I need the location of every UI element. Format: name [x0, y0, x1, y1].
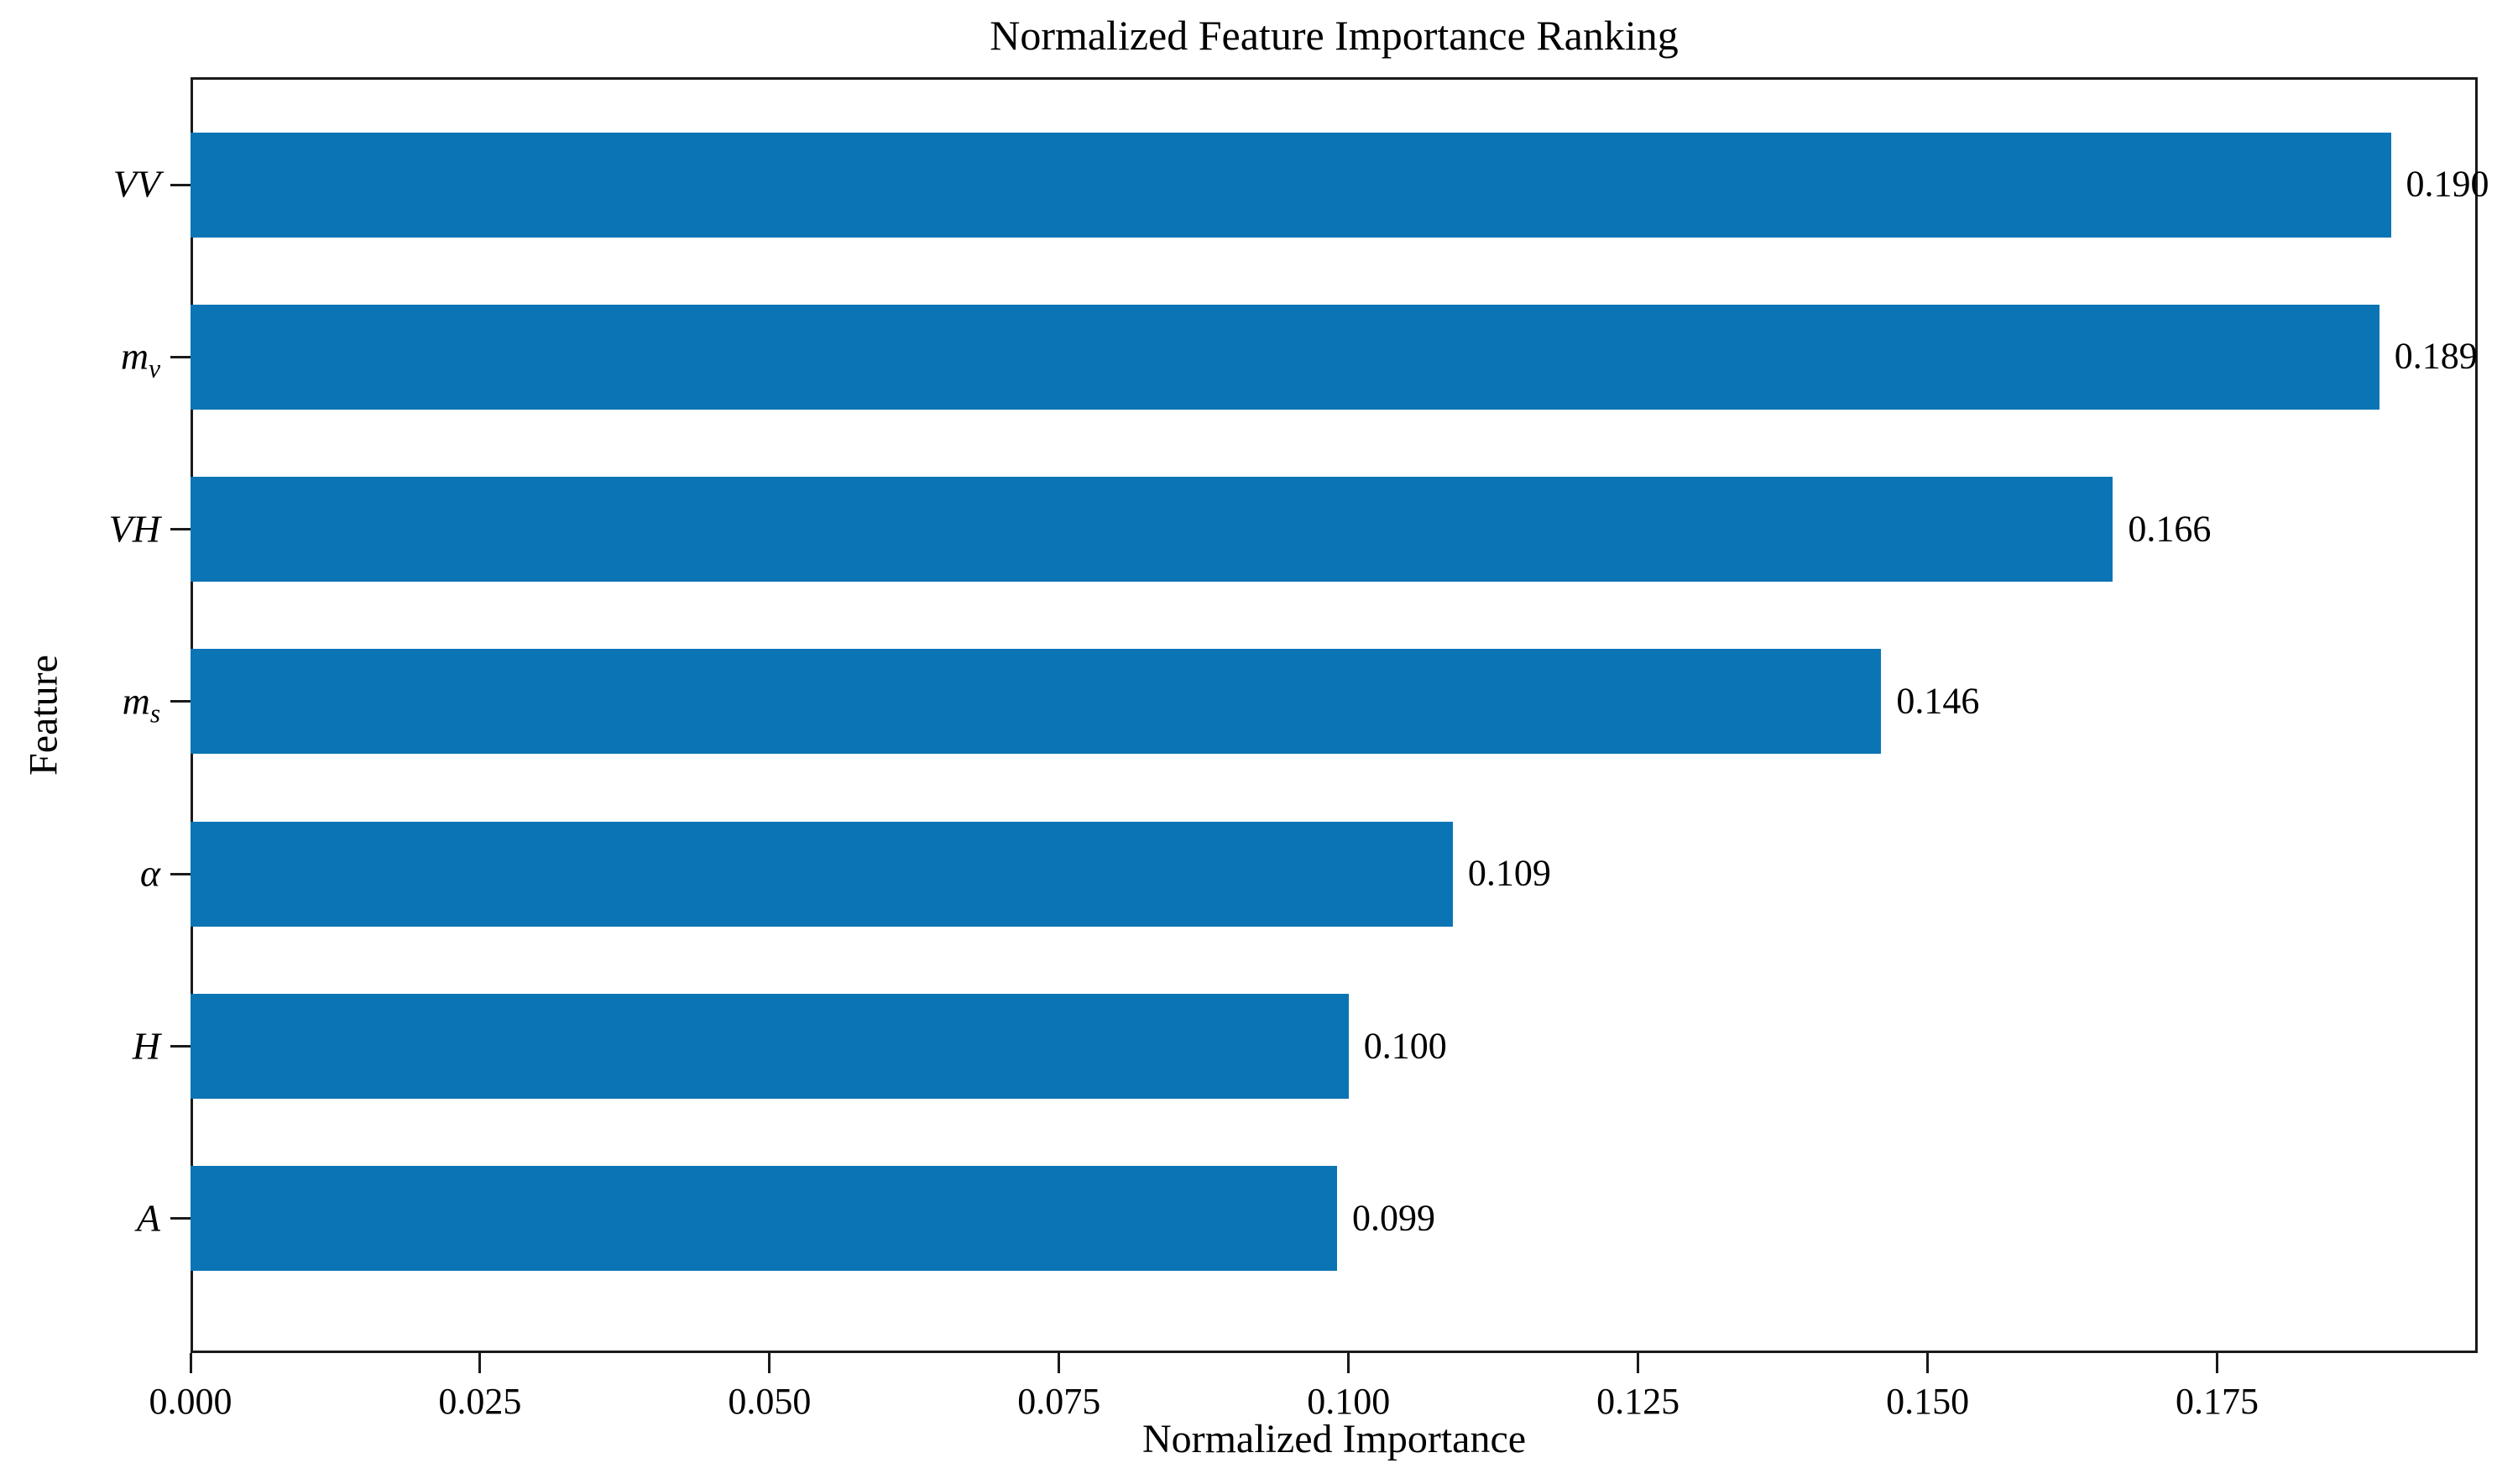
- x-tick-label: 0.150: [1886, 1381, 1970, 1422]
- x-tick-label: 0.025: [438, 1381, 522, 1422]
- y-tick-label-h: H: [132, 1024, 160, 1068]
- y-tick-label-mv: mv: [120, 334, 160, 384]
- x-tick-mark: [478, 1353, 482, 1373]
- x-tick-label: 0.075: [1017, 1381, 1101, 1422]
- y-tick-mark: [170, 1045, 191, 1048]
- y-tick-label-a: A: [136, 1196, 160, 1240]
- y-tick-mark: [170, 1217, 191, 1220]
- x-tick-mark: [2216, 1353, 2219, 1373]
- x-tick-mark: [1058, 1353, 1061, 1373]
- x-axis-label: Normalized Importance: [1141, 1417, 1527, 1461]
- bar-value-label: 0.189: [2394, 335, 2478, 377]
- bar-value-label: 0.146: [1896, 680, 1980, 722]
- bar-mv: [191, 304, 2379, 410]
- bar-value-label: 0.190: [2406, 163, 2489, 205]
- bar-value-label: 0.166: [2128, 508, 2212, 550]
- x-tick-mark: [1926, 1353, 1930, 1373]
- x-tick-mark: [768, 1353, 771, 1373]
- bar-value-label: 0.099: [1351, 1197, 1435, 1239]
- x-tick-label: 0.050: [728, 1381, 812, 1422]
- bar-vv: [191, 132, 2391, 238]
- y-tick-label-cat: α: [139, 851, 160, 895]
- chart-title: Normalized Feature Importance Ranking: [990, 12, 1679, 59]
- bar-a: [191, 1166, 1337, 1272]
- bar-h: [191, 994, 1349, 1100]
- x-tick-label: 0.000: [149, 1381, 232, 1422]
- bar-ms: [191, 649, 1882, 755]
- x-tick-label: 0.100: [1307, 1381, 1391, 1422]
- y-tick-label-ms: ms: [122, 679, 160, 729]
- y-tick-mark: [170, 872, 191, 875]
- x-tick-mark: [1347, 1353, 1350, 1373]
- y-tick-mark: [170, 355, 191, 358]
- bar-cat: [191, 821, 1453, 927]
- bar-value-label: 0.100: [1363, 1025, 1447, 1067]
- bar-value-label: 0.109: [1467, 852, 1551, 894]
- bar-vh: [191, 477, 2113, 583]
- y-tick-mark: [170, 700, 191, 703]
- y-tick-mark: [170, 183, 191, 186]
- x-tick-mark: [189, 1353, 192, 1373]
- y-tick-label-vv: VV: [112, 162, 160, 206]
- x-tick-label: 0.125: [1596, 1381, 1680, 1422]
- x-tick-label: 0.175: [2176, 1381, 2259, 1422]
- y-tick-label-vh: VH: [108, 507, 160, 551]
- y-tick-mark: [170, 528, 191, 531]
- x-tick-mark: [1637, 1353, 1640, 1373]
